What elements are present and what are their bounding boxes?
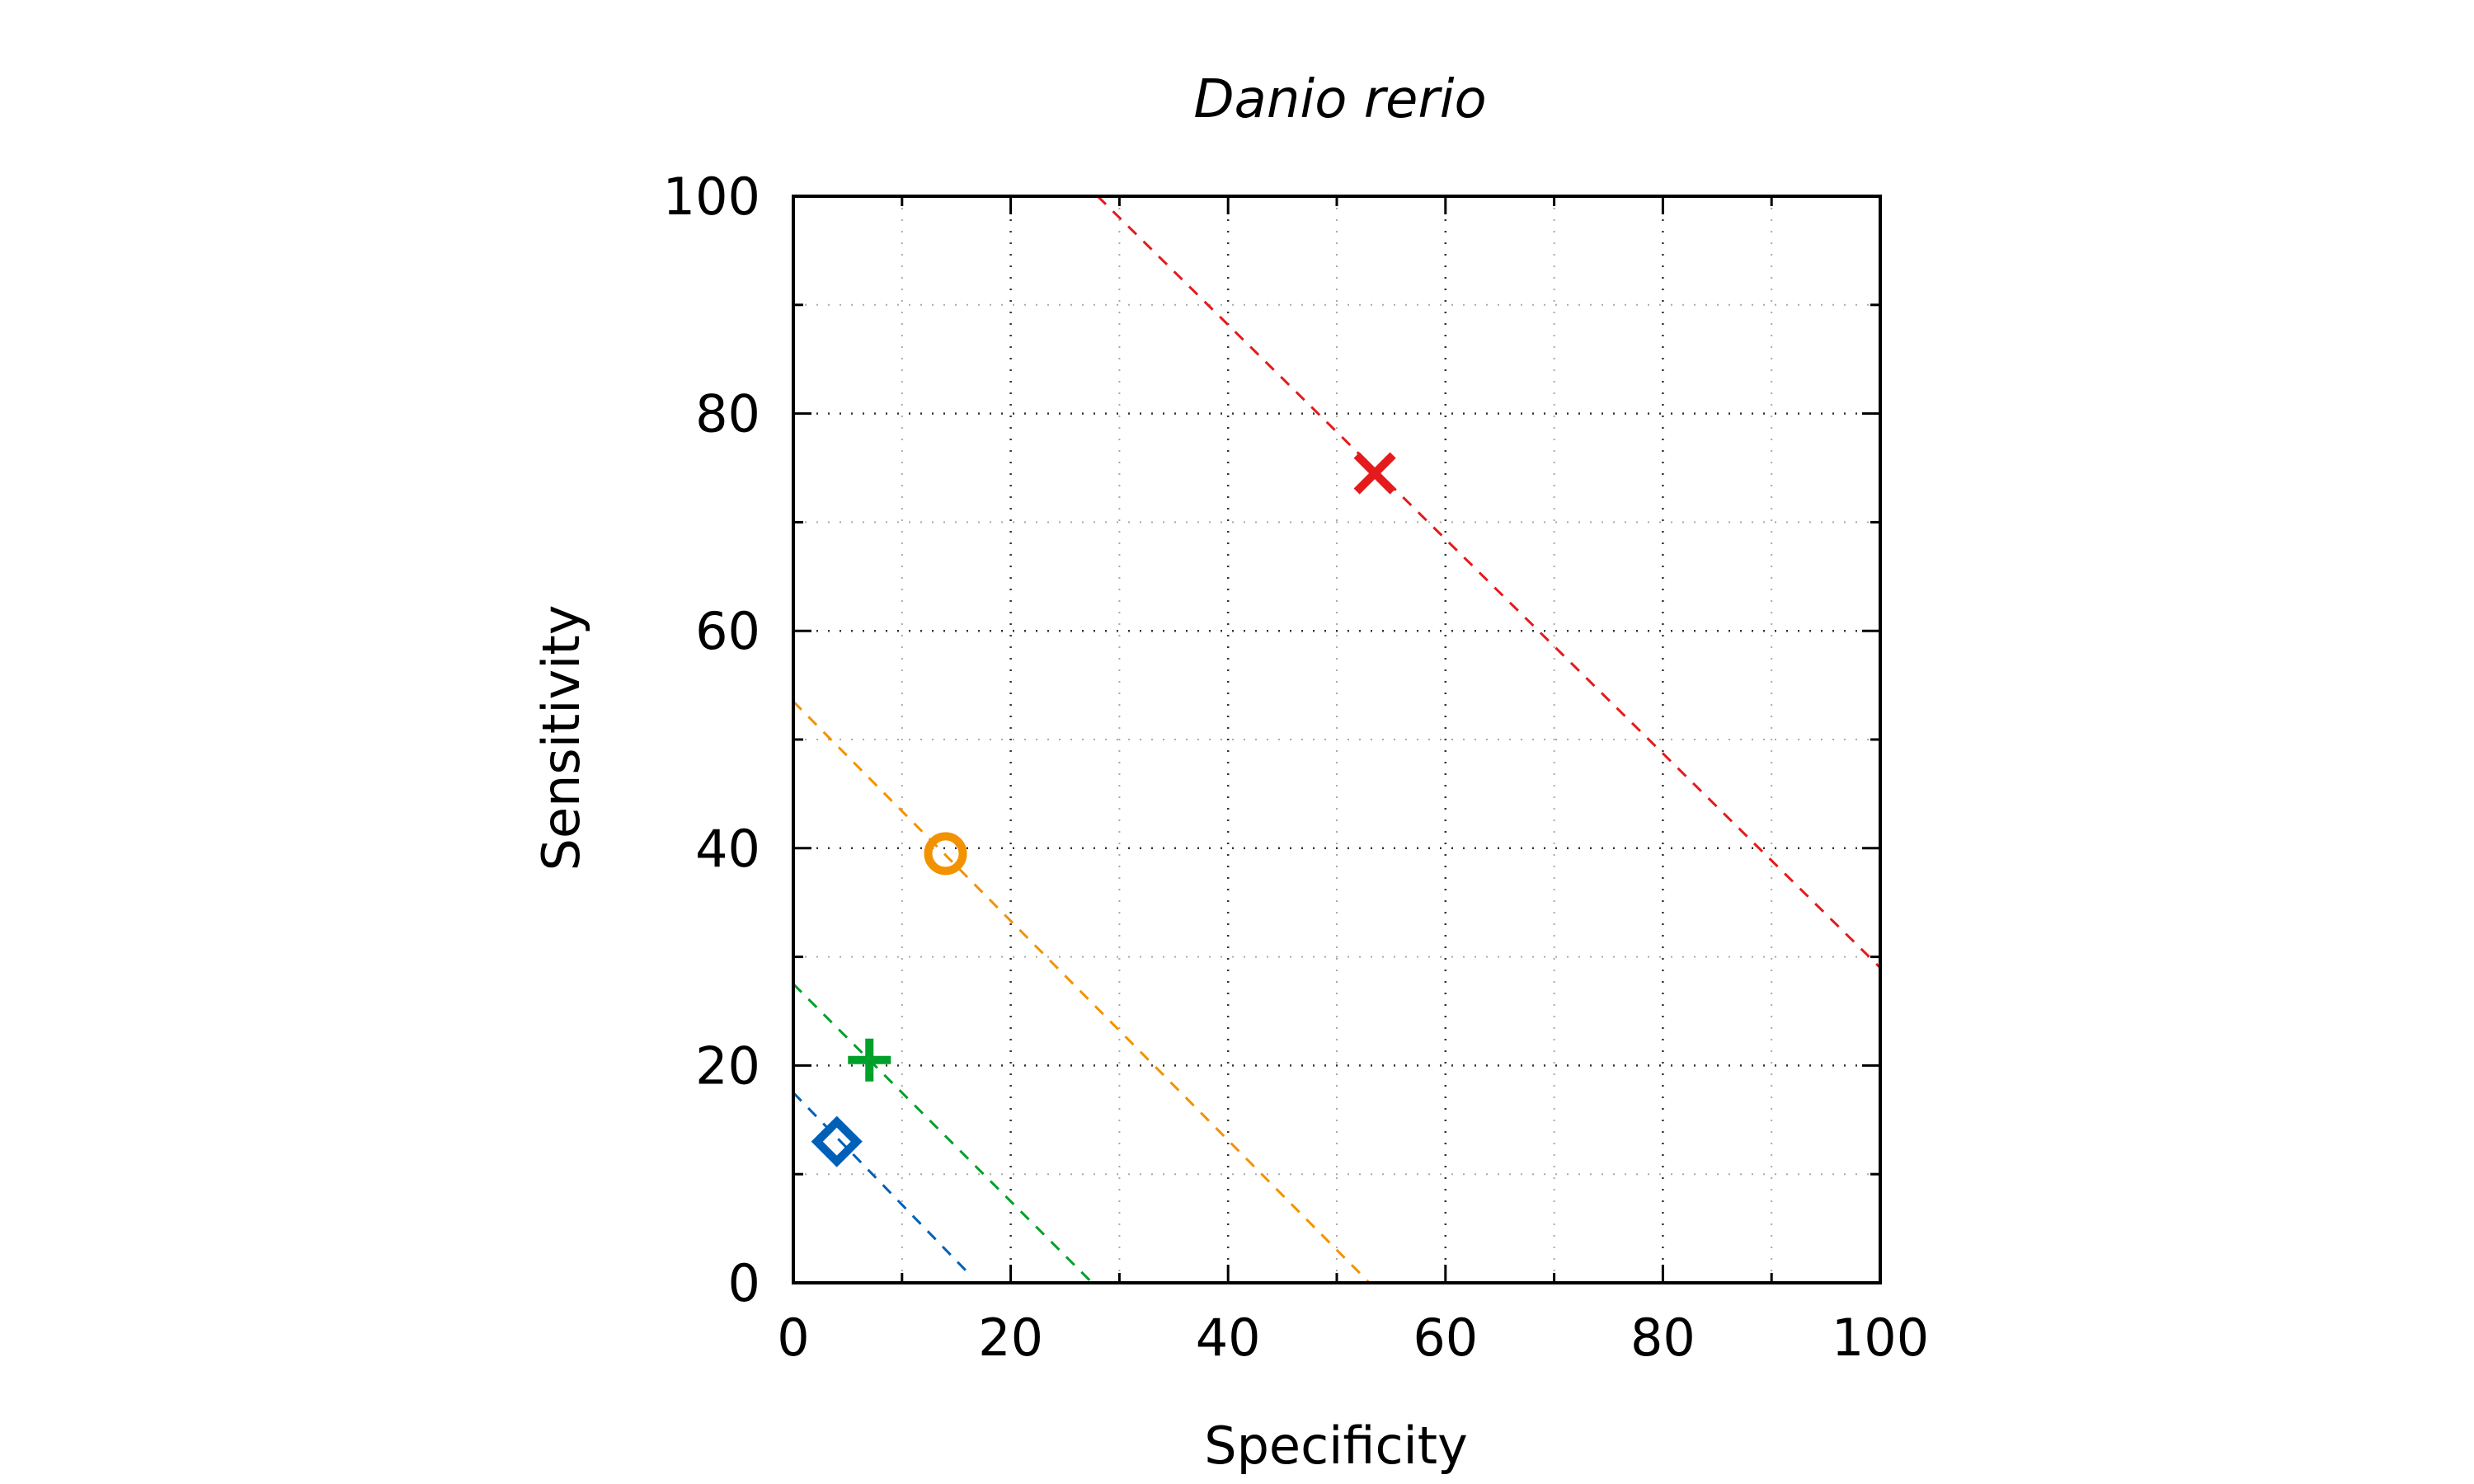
x-tick-label: 20 bbox=[978, 1308, 1043, 1368]
reference-line-plus bbox=[792, 983, 1094, 1284]
y-tick-label: 20 bbox=[695, 1036, 760, 1096]
x-tick-label: 60 bbox=[1413, 1308, 1478, 1368]
x-tick-label: 40 bbox=[1196, 1308, 1261, 1368]
y-tick-label: 40 bbox=[695, 819, 760, 879]
x-tick-label: 80 bbox=[1630, 1308, 1696, 1368]
y-axis-label: Sensitivity bbox=[531, 605, 591, 871]
reference-lines bbox=[792, 195, 1882, 1284]
data-point-circle bbox=[924, 832, 967, 876]
data-point-diamond bbox=[811, 1115, 863, 1167]
y-tick-label: 80 bbox=[695, 384, 760, 444]
data-point-plus bbox=[848, 1038, 891, 1082]
y-tick-label: 0 bbox=[728, 1253, 760, 1313]
y-tick-label: 100 bbox=[663, 167, 760, 227]
chart-title: Danio rerio bbox=[1193, 69, 1486, 130]
reference-line-diamond bbox=[792, 1092, 968, 1273]
x-axis-label: Specificity bbox=[1204, 1416, 1468, 1476]
cross-marker-stroke bbox=[1353, 452, 1396, 495]
x-tick-label: 100 bbox=[1832, 1308, 1929, 1368]
reference-line-circle bbox=[792, 700, 1371, 1284]
reference-line-cross bbox=[1096, 195, 1882, 969]
grid bbox=[793, 196, 1880, 1283]
axis-ticks: 0 20 40 60 80 100 0 20 40 60 80 100 bbox=[663, 167, 1930, 1368]
x-tick-label: 0 bbox=[777, 1308, 809, 1368]
diamond-marker bbox=[811, 1115, 863, 1167]
data-point-cross bbox=[1353, 452, 1396, 495]
circle-marker bbox=[924, 832, 967, 876]
y-tick-label: 60 bbox=[695, 601, 760, 661]
data-points bbox=[811, 452, 1396, 1167]
